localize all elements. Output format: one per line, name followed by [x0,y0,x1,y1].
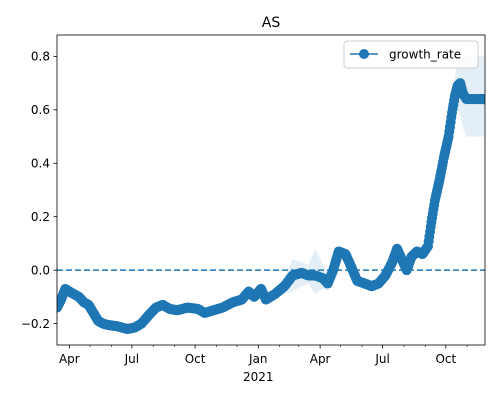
y-tick-label: −0.2 [21,317,50,331]
y-tick-label: 0.0 [31,263,50,277]
y-tick-label: 0.4 [31,156,50,170]
x-tick-label: Oct [435,352,456,366]
y-tick-label: 0.8 [31,50,50,64]
y-tick-label: 0.6 [31,103,50,117]
chart-title: AS [262,15,281,31]
data-point [480,94,485,105]
series-markers [57,78,485,334]
legend-label: growth_rate [389,48,461,62]
x-tick-label: Oct [185,352,206,366]
x-year-label: 2021 [243,370,274,384]
x-tick-label: Apr [59,352,80,366]
x-tick-label: Jul [124,352,139,366]
uncertainty-band [57,56,485,332]
plot-area [57,56,485,334]
legend-marker [359,49,369,59]
x-tick-label: Jan [248,352,268,366]
axes-frame [56,34,486,346]
axes: −0.2 0.0 0.2 0.4 0.6 0.8 Apr Jul Oct Jan Apr Jul Oct… [21,34,486,384]
x-tick-label: Apr [310,352,331,366]
y-tick-label: 0.2 [31,210,50,224]
legend: growth_rate [343,40,479,69]
x-tick-label: Jul [374,352,389,366]
legend-frame [343,40,479,69]
